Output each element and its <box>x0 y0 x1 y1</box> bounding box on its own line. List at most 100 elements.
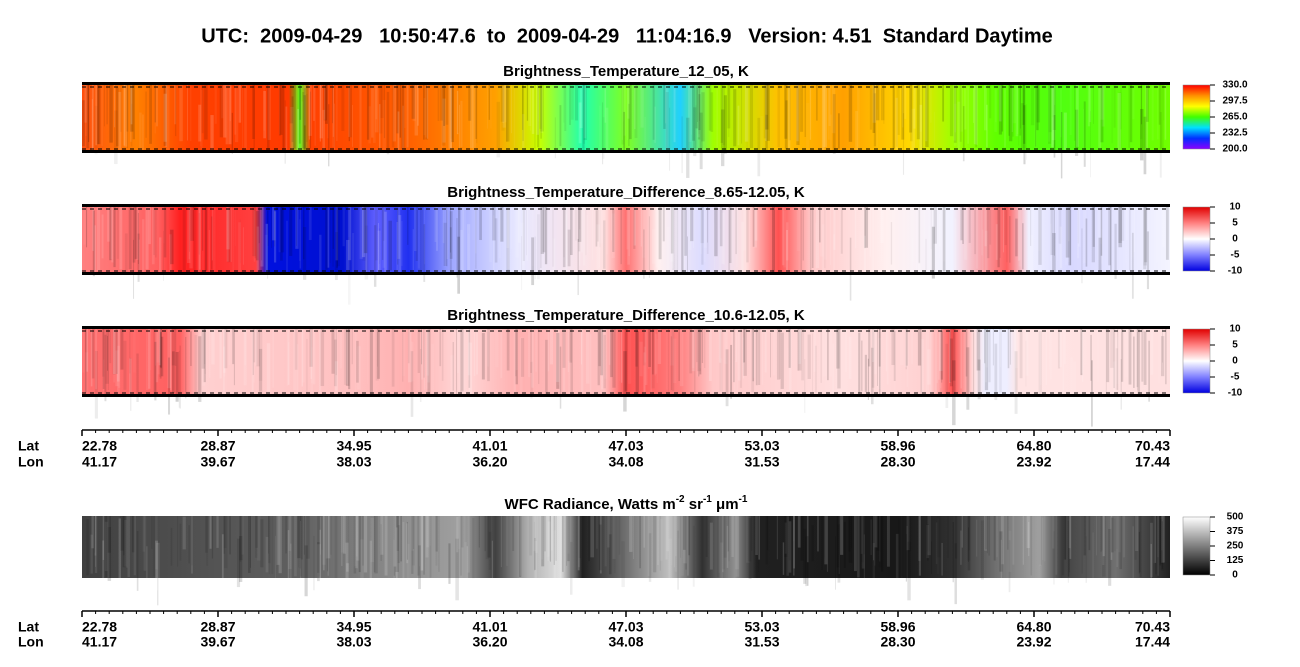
image-texture <box>698 84 700 135</box>
image-texture <box>1118 516 1121 553</box>
image-texture <box>260 206 263 261</box>
image-texture <box>94 516 98 574</box>
image-texture <box>1053 115 1056 158</box>
image-texture <box>469 84 474 149</box>
image-texture <box>506 206 510 249</box>
image-texture <box>893 330 896 381</box>
image-texture <box>886 516 890 567</box>
image-texture <box>457 84 460 133</box>
image-texture <box>255 516 258 548</box>
image-texture <box>1083 206 1087 264</box>
image-texture <box>895 533 899 584</box>
image-texture <box>961 206 962 242</box>
image-texture <box>699 84 700 121</box>
image-texture <box>462 328 464 391</box>
image-strip <box>82 84 1170 152</box>
image-texture <box>396 84 399 134</box>
image-texture <box>728 516 730 562</box>
image-texture <box>552 238 556 294</box>
image-texture <box>404 84 406 128</box>
image-texture <box>1146 84 1149 122</box>
image-texture <box>120 328 124 370</box>
image-texture <box>758 328 761 386</box>
image-texture <box>1007 516 1009 550</box>
image-texture <box>136 353 139 402</box>
image-texture <box>1062 328 1064 394</box>
image-texture <box>500 328 503 379</box>
image-strip <box>82 206 1170 274</box>
colorbar-tick-label: 200.0 <box>1222 144 1247 155</box>
image-texture <box>260 519 264 568</box>
image-texture <box>937 518 939 574</box>
image-texture <box>226 206 229 262</box>
image-texture <box>970 328 973 391</box>
image-texture <box>933 111 935 161</box>
image-texture <box>578 516 580 568</box>
image-texture <box>267 84 271 140</box>
image-texture <box>456 90 459 135</box>
image-texture <box>478 516 480 548</box>
image-texture <box>133 516 137 576</box>
image-texture <box>286 220 288 273</box>
image-texture <box>188 206 190 260</box>
axis-tick-label: 28.30 <box>880 634 915 650</box>
image-texture <box>598 524 602 571</box>
image-texture <box>1118 206 1122 244</box>
image-texture <box>441 84 443 148</box>
image-texture <box>362 206 366 261</box>
image-texture <box>496 101 501 158</box>
image-texture <box>300 516 303 560</box>
image-texture <box>880 206 884 244</box>
image-texture <box>1002 206 1004 253</box>
image-texture <box>475 206 477 269</box>
image-texture <box>700 206 702 255</box>
image-texture <box>611 206 612 241</box>
image-texture <box>435 516 438 552</box>
strip-border <box>82 150 1170 153</box>
image-texture <box>869 206 871 257</box>
image-texture <box>829 206 831 266</box>
image-texture <box>1087 84 1091 127</box>
image-texture <box>925 238 927 274</box>
image-texture <box>776 516 778 560</box>
image-texture <box>542 206 546 253</box>
image-texture <box>983 84 987 131</box>
image-texture <box>467 516 470 573</box>
image-texture <box>378 228 381 264</box>
image-texture <box>1128 328 1132 385</box>
image-texture <box>124 519 127 567</box>
image-texture <box>874 516 876 566</box>
image-texture <box>304 545 308 597</box>
image-texture <box>586 206 589 253</box>
image-texture <box>1025 104 1027 160</box>
image-texture <box>628 328 632 384</box>
image-texture <box>252 328 254 376</box>
image-texture <box>320 328 325 387</box>
image-texture <box>1076 84 1079 147</box>
image-texture <box>915 206 918 243</box>
image-texture <box>1060 84 1062 138</box>
image-texture <box>828 84 831 126</box>
colorbar-tick-label: -10 <box>1228 266 1243 277</box>
image-texture <box>238 536 243 582</box>
colorbar <box>1182 328 1211 394</box>
image-texture <box>918 206 921 272</box>
image-texture <box>1125 206 1128 264</box>
image-texture <box>148 328 151 389</box>
panel-title: Brightness_Temperature_12_05, K <box>503 63 749 80</box>
image-texture <box>334 516 338 578</box>
axis-tick-label: 70.43 <box>1135 438 1170 454</box>
image-texture <box>301 328 304 387</box>
image-texture <box>634 84 638 139</box>
image-texture <box>456 516 459 553</box>
image-texture <box>1014 328 1019 369</box>
image-texture <box>244 328 247 366</box>
image-texture <box>414 84 419 136</box>
image-texture <box>984 516 987 551</box>
image-texture <box>985 328 989 368</box>
image-texture <box>967 516 971 561</box>
image-texture <box>762 328 764 385</box>
image-texture <box>820 516 824 570</box>
image-texture <box>1089 111 1091 178</box>
image-texture <box>647 516 650 576</box>
